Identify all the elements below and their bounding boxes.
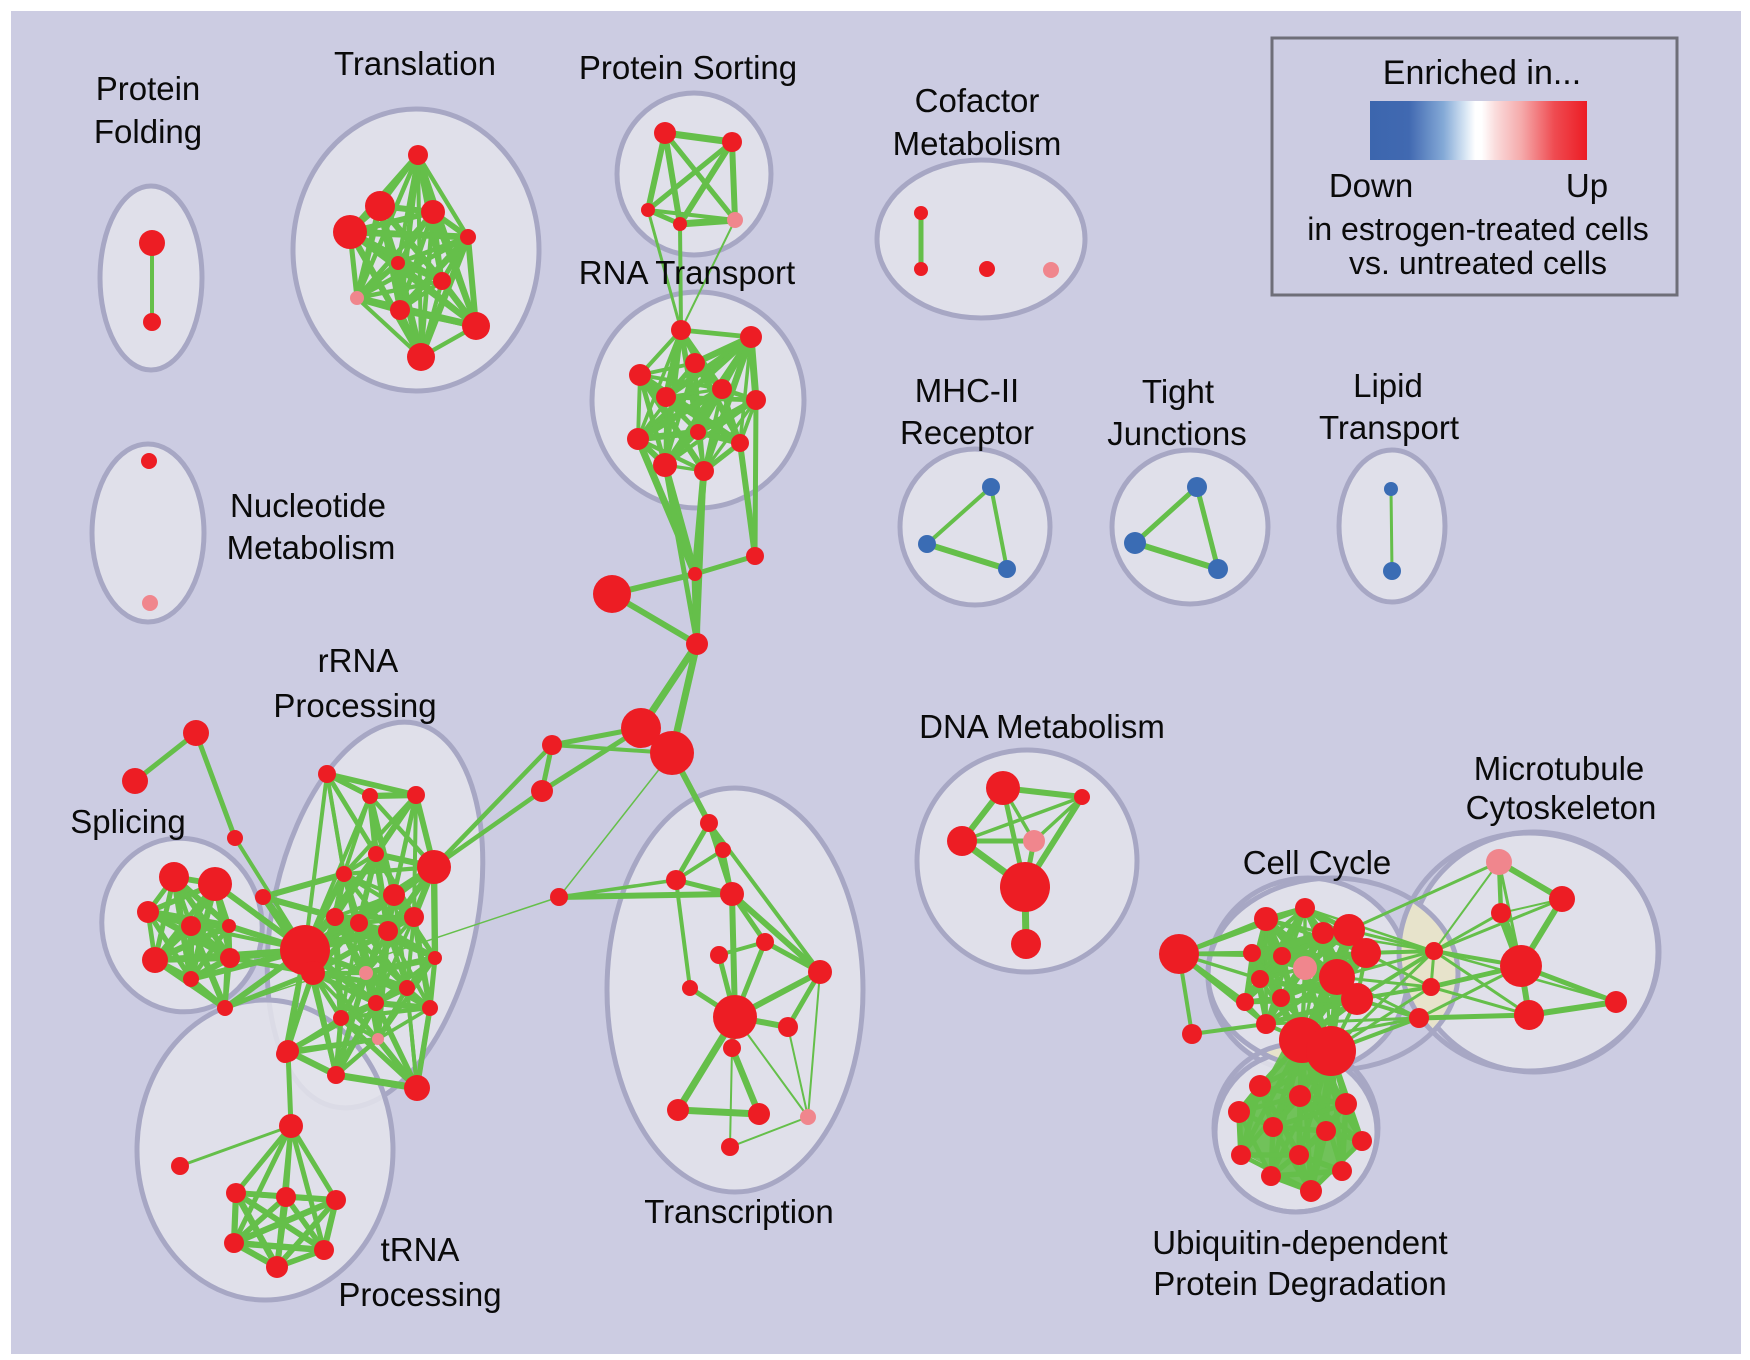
svg-text:Cytoskeleton: Cytoskeleton xyxy=(1466,789,1657,826)
svg-text:Up: Up xyxy=(1566,167,1608,204)
svg-text:in estrogen-treated cells: in estrogen-treated cells xyxy=(1307,211,1649,247)
svg-text:MHC-II: MHC-II xyxy=(915,372,1019,409)
svg-text:Splicing: Splicing xyxy=(70,803,186,840)
svg-text:Tight: Tight xyxy=(1142,373,1214,410)
svg-text:Processing: Processing xyxy=(273,687,436,724)
svg-text:RNA Transport: RNA Transport xyxy=(579,254,795,291)
svg-text:Ubiquitin-dependent: Ubiquitin-dependent xyxy=(1152,1224,1447,1261)
svg-text:DNA Metabolism: DNA Metabolism xyxy=(919,708,1165,745)
svg-text:rRNA: rRNA xyxy=(318,642,399,679)
svg-text:Nucleotide: Nucleotide xyxy=(230,487,386,524)
svg-text:vs. untreated cells: vs. untreated cells xyxy=(1349,245,1607,281)
svg-text:Microtubule: Microtubule xyxy=(1474,750,1645,787)
svg-text:tRNA: tRNA xyxy=(381,1231,460,1268)
svg-text:Transport: Transport xyxy=(1319,409,1459,446)
svg-text:Metabolism: Metabolism xyxy=(893,125,1062,162)
svg-text:Receptor: Receptor xyxy=(900,414,1034,451)
svg-text:Translation: Translation xyxy=(334,45,496,82)
svg-text:Protein Degradation: Protein Degradation xyxy=(1153,1265,1447,1302)
svg-text:Protein Sorting: Protein Sorting xyxy=(579,49,797,86)
svg-text:Protein: Protein xyxy=(96,70,201,107)
svg-text:Cofactor: Cofactor xyxy=(915,82,1040,119)
svg-text:Cell Cycle: Cell Cycle xyxy=(1243,844,1392,881)
svg-text:Enriched in...: Enriched in... xyxy=(1383,54,1581,92)
svg-text:Metabolism: Metabolism xyxy=(227,529,396,566)
svg-text:Folding: Folding xyxy=(94,113,202,150)
svg-text:Junctions: Junctions xyxy=(1107,415,1246,452)
svg-text:Lipid: Lipid xyxy=(1353,367,1423,404)
svg-text:Down: Down xyxy=(1329,167,1413,204)
svg-text:Processing: Processing xyxy=(338,1276,501,1313)
svg-text:Transcription: Transcription xyxy=(644,1193,834,1230)
